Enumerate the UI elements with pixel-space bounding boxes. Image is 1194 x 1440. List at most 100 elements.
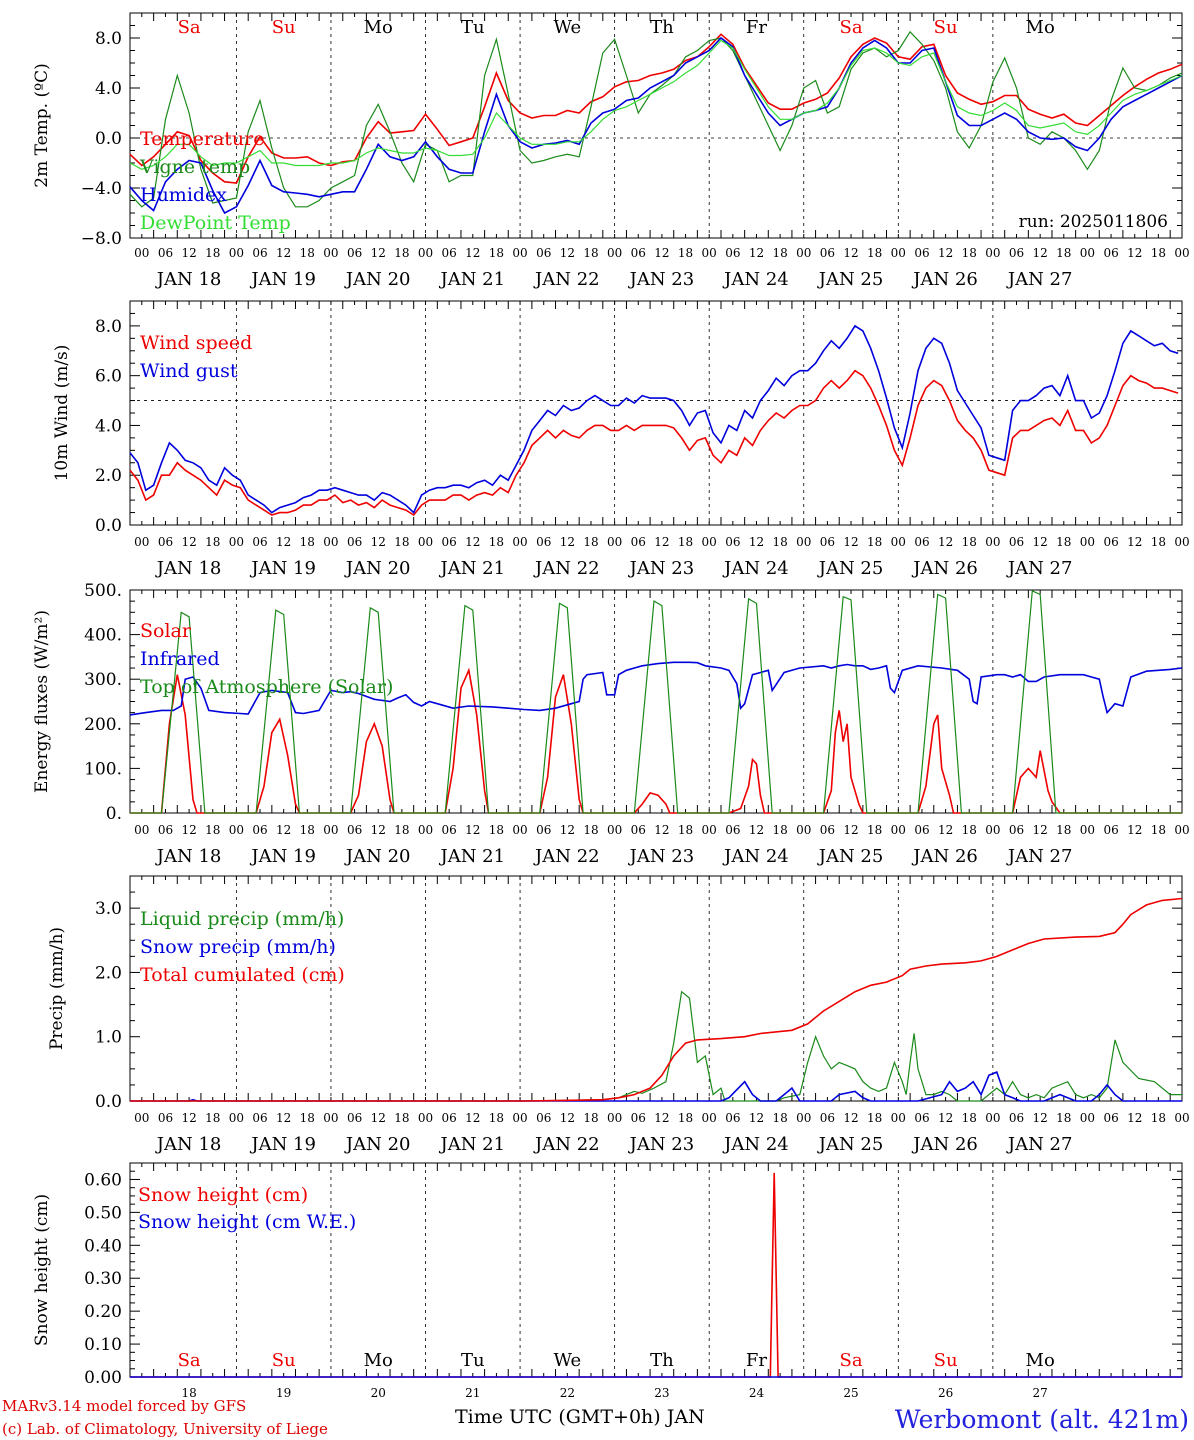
date-label: JAN 19 [249, 846, 316, 867]
y-axis-label: Precip (mm/h) [47, 927, 67, 1050]
hour-label: 18 [678, 1111, 693, 1125]
y-tick-label: 8.0 [95, 29, 122, 49]
hour-label: 12 [276, 246, 291, 260]
hour-label: 18 [1056, 823, 1071, 837]
hour-label: 06 [1009, 1111, 1024, 1125]
y-tick-label: 0.30 [84, 1269, 122, 1289]
hour-label: 00 [796, 1111, 811, 1125]
hour-label: 18 [1151, 246, 1166, 260]
hour-label: 06 [820, 246, 835, 260]
hour-label: 00 [229, 246, 244, 260]
y-tick-label: 400. [84, 626, 122, 646]
hour-label: 12 [560, 535, 575, 549]
hour-label: 18 [1056, 535, 1071, 549]
legend-entry: Top of Atmosphere (Solar) [140, 676, 393, 698]
hour-label: 18 [678, 246, 693, 260]
hour-label: 12 [938, 246, 953, 260]
date-label: JAN 24 [722, 558, 789, 579]
hour-label: 12 [938, 535, 953, 549]
y-axis-label: Energy fluxes (W/m²) [32, 610, 52, 793]
y-axis-label: 2m Temp. (ºC) [32, 63, 52, 188]
hour-label: 00 [702, 535, 717, 549]
y-tick-label: 4.0 [95, 79, 122, 99]
y-tick-label: 0.60 [84, 1170, 122, 1190]
hour-label: 00 [1080, 823, 1095, 837]
hour-label: 18 [583, 1111, 598, 1125]
legend-entry: Snow height (cm W.E.) [138, 1211, 356, 1233]
hour-label: 00 [418, 535, 433, 549]
hour-label: 06 [158, 823, 173, 837]
y-tick-label: 0.00 [84, 1368, 122, 1388]
hour-label: 18 [489, 823, 504, 837]
series-total-cumulated-cm [130, 897, 1183, 1102]
weekday-label: Su [272, 17, 296, 38]
hour-label: 00 [891, 246, 906, 260]
date-label: JAN 27 [1006, 1134, 1073, 1155]
date-label: JAN 18 [155, 558, 222, 579]
hour-label: 12 [654, 1111, 669, 1125]
y-tick-label: 500. [84, 581, 122, 601]
date-label: JAN 19 [249, 269, 316, 290]
hour-label: 00 [323, 535, 338, 549]
weekday-label: Su [934, 17, 958, 38]
hour-label: 18 [962, 246, 977, 260]
day-number: 19 [276, 1386, 291, 1400]
panel-4: 0.0 1.0 2.0 3.0 Precip (mm/h) Liquid precip (… [47, 875, 1190, 1155]
hour-label: 18 [772, 823, 787, 837]
hour-label: 06 [347, 246, 362, 260]
hour-label: 00 [323, 246, 338, 260]
hour-label: 06 [631, 1111, 646, 1125]
day-number: 20 [371, 1386, 386, 1400]
day-number: 18 [181, 1386, 196, 1400]
hour-label: 18 [1151, 535, 1166, 549]
hour-label: 00 [512, 246, 527, 260]
hour-label: 18 [962, 1111, 977, 1125]
model-credit: MARv3.14 model forced by GFS [2, 1397, 246, 1415]
day-number: 25 [843, 1386, 858, 1400]
hour-label: 12 [938, 1111, 953, 1125]
date-label: JAN 21 [438, 846, 505, 867]
copyright: (c) Lab. of Climatology, University of L… [2, 1420, 328, 1438]
hour-label: 06 [536, 823, 551, 837]
hour-label: 12 [276, 823, 291, 837]
hour-label: 00 [418, 246, 433, 260]
weekday-label: Fr [746, 17, 767, 38]
hour-label: 06 [158, 1111, 173, 1125]
weekday-label: We [554, 1350, 582, 1371]
hour-label: 06 [820, 535, 835, 549]
date-label: JAN 24 [722, 1134, 789, 1155]
hour-label: 12 [560, 246, 575, 260]
y-tick-label: 4.0 [95, 416, 122, 436]
hour-label: 12 [276, 535, 291, 549]
series-snow-precip-mm-h [130, 1071, 1182, 1102]
series-vigne-temp [129, 30, 1183, 208]
hour-label: 06 [1103, 1111, 1118, 1125]
hour-label: 00 [323, 1111, 338, 1125]
hour-label: 18 [300, 246, 315, 260]
series-temperature [129, 33, 1183, 184]
hour-label: 18 [962, 535, 977, 549]
legend-entry: Vigne temp [139, 156, 250, 178]
hour-label: 00 [985, 823, 1000, 837]
weekday-label: Th [650, 17, 674, 38]
hour-label: 12 [749, 535, 764, 549]
date-label: JAN 21 [438, 1134, 505, 1155]
hour-label: 12 [1033, 535, 1048, 549]
panel-2: 0.0 2.0 4.0 6.0 8.0 10m Wind (m/s) Wind speed W… [52, 300, 1190, 579]
hour-label: 06 [536, 535, 551, 549]
hour-label: 12 [1033, 246, 1048, 260]
panel-5: 0.00 0.10 0.20 0.30 0.40 0.50 0.60 Snow height … [32, 1162, 1183, 1388]
weekday-label: Sa [178, 1350, 201, 1371]
hour-label: 12 [465, 535, 480, 549]
legend-entry: Infrared [140, 648, 220, 670]
y-tick-label: 100. [84, 759, 122, 779]
hour-label: 12 [1127, 246, 1142, 260]
date-label: JAN 25 [817, 558, 884, 579]
date-label: JAN 22 [533, 1134, 600, 1155]
weekday-label: Mo [364, 1350, 393, 1371]
y-tick-label: 0.0 [95, 129, 122, 149]
weekday-label: Sa [178, 17, 201, 38]
hour-label: 06 [1009, 823, 1024, 837]
hour-label: 00 [134, 1111, 149, 1125]
